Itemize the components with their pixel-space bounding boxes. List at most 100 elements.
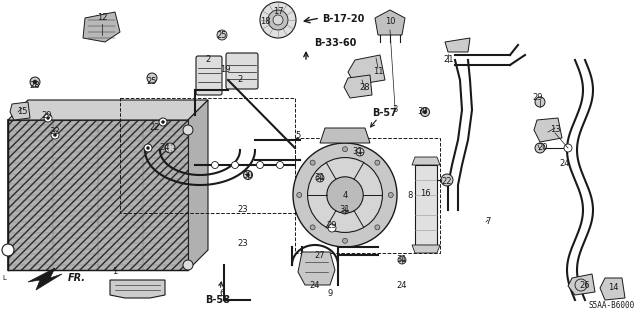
Polygon shape [8, 100, 208, 120]
Bar [295, 138, 440, 253]
Bar [120, 98, 295, 213]
Text: 10: 10 [385, 18, 396, 26]
Text: 24: 24 [160, 144, 170, 152]
Text: 8: 8 [407, 190, 413, 199]
Circle shape [398, 256, 406, 264]
Text: B-33-60: B-33-60 [314, 38, 356, 48]
Polygon shape [445, 38, 470, 52]
Circle shape [388, 192, 393, 197]
Text: 20: 20 [538, 143, 548, 152]
Text: 2: 2 [205, 56, 211, 64]
FancyArrowPatch shape [304, 52, 308, 59]
Text: 31: 31 [397, 256, 407, 264]
Text: 11: 11 [372, 68, 383, 77]
Text: 31: 31 [353, 147, 364, 157]
Text: 31: 31 [340, 205, 350, 214]
Circle shape [273, 15, 283, 25]
FancyBboxPatch shape [226, 53, 258, 89]
FancyBboxPatch shape [196, 56, 222, 95]
Circle shape [356, 148, 364, 156]
Circle shape [30, 77, 40, 87]
Circle shape [246, 174, 250, 176]
Text: L: L [2, 275, 6, 281]
Circle shape [2, 244, 14, 256]
Text: FR.: FR. [68, 273, 86, 283]
Circle shape [183, 125, 193, 135]
Circle shape [217, 30, 227, 40]
FancyArrowPatch shape [219, 282, 223, 287]
Circle shape [47, 116, 49, 120]
Text: S5AA-B6000: S5AA-B6000 [589, 301, 635, 310]
Text: 22: 22 [442, 177, 452, 187]
Polygon shape [412, 245, 440, 253]
Circle shape [51, 131, 59, 139]
Circle shape [33, 80, 37, 84]
Text: 24: 24 [560, 159, 570, 167]
Text: 27: 27 [315, 250, 325, 259]
Text: 9: 9 [328, 288, 333, 298]
Circle shape [420, 108, 429, 116]
Circle shape [535, 97, 545, 107]
Circle shape [147, 146, 150, 150]
Polygon shape [298, 252, 335, 285]
Text: 28: 28 [360, 84, 371, 93]
Text: 32: 32 [50, 128, 60, 137]
Polygon shape [188, 100, 208, 270]
Text: 17: 17 [273, 8, 284, 17]
Circle shape [308, 158, 383, 233]
FancyArrowPatch shape [371, 120, 376, 127]
Polygon shape [534, 118, 562, 142]
Circle shape [183, 260, 193, 270]
Circle shape [276, 161, 284, 168]
Text: 21: 21 [444, 56, 454, 64]
Polygon shape [568, 274, 595, 295]
Circle shape [44, 114, 52, 122]
Circle shape [268, 10, 288, 30]
Text: B-58: B-58 [205, 295, 230, 305]
Text: 3: 3 [392, 106, 397, 115]
Polygon shape [28, 268, 62, 290]
Polygon shape [10, 102, 30, 120]
Circle shape [424, 110, 426, 114]
Circle shape [441, 174, 453, 186]
Circle shape [328, 224, 336, 232]
Circle shape [54, 133, 56, 137]
Circle shape [310, 225, 315, 230]
Text: 13: 13 [550, 125, 560, 135]
Text: 18: 18 [260, 18, 270, 26]
Polygon shape [344, 75, 372, 98]
Bar [415, 165, 437, 245]
Circle shape [564, 144, 572, 152]
Text: B-17-20: B-17-20 [322, 14, 364, 24]
Text: 1: 1 [113, 268, 118, 277]
Circle shape [342, 238, 348, 243]
Text: 23: 23 [237, 239, 248, 248]
Text: B-57: B-57 [372, 108, 397, 118]
Polygon shape [375, 10, 405, 35]
Circle shape [293, 143, 397, 247]
Text: 29: 29 [327, 220, 337, 229]
Circle shape [161, 121, 164, 123]
Circle shape [260, 2, 296, 38]
Circle shape [165, 143, 175, 153]
Circle shape [342, 147, 348, 152]
Text: 28: 28 [29, 80, 40, 90]
Text: 30: 30 [243, 170, 253, 180]
Circle shape [257, 161, 264, 168]
Circle shape [147, 73, 157, 83]
Circle shape [327, 177, 364, 213]
Polygon shape [412, 157, 440, 165]
Polygon shape [8, 120, 188, 270]
Circle shape [341, 206, 349, 214]
Text: 4: 4 [342, 190, 348, 199]
Text: 5: 5 [296, 130, 301, 139]
Text: 7: 7 [485, 218, 491, 226]
Text: 6: 6 [220, 288, 225, 298]
Polygon shape [83, 12, 120, 42]
Circle shape [232, 161, 239, 168]
Text: 30: 30 [418, 108, 428, 116]
Text: 15: 15 [17, 108, 28, 116]
Text: 19: 19 [220, 65, 230, 75]
Text: 16: 16 [420, 189, 430, 197]
Text: 29: 29 [42, 110, 52, 120]
